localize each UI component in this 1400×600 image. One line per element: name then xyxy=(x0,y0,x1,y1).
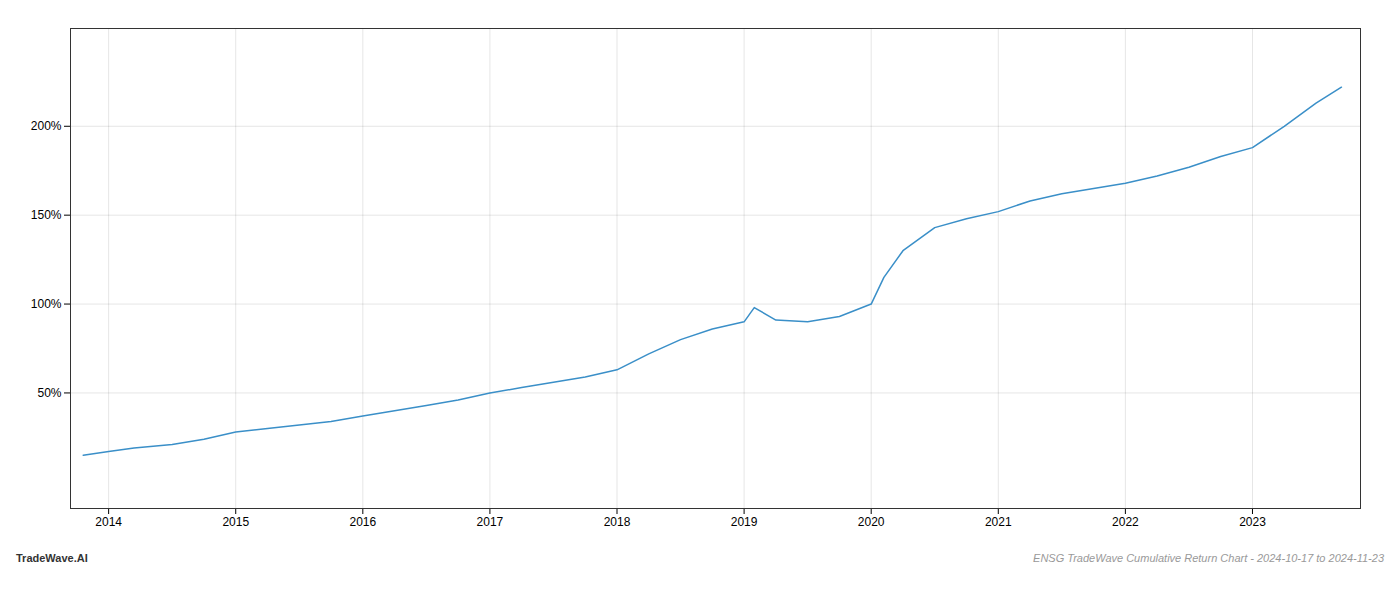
svg-text:50%: 50% xyxy=(37,386,61,400)
html-text:ENSG TradeWave Cumulative Retu: ENSG TradeWave Cumulative Return Chart -… xyxy=(1033,552,1384,564)
svg-text:2022: 2022 xyxy=(1112,515,1139,529)
svg-text:2014: 2014 xyxy=(95,515,122,529)
svg-text:2020: 2020 xyxy=(858,515,885,529)
svg-text:2017: 2017 xyxy=(477,515,504,529)
html-text:TradeWave.AI: TradeWave.AI xyxy=(16,552,88,564)
svg-text:2018: 2018 xyxy=(604,515,631,529)
svg-text:100%: 100% xyxy=(31,297,62,311)
svg-text:150%: 150% xyxy=(31,208,62,222)
svg-text:200%: 200% xyxy=(31,119,62,133)
svg-text:2021: 2021 xyxy=(985,515,1012,529)
svg-text:2019: 2019 xyxy=(731,515,758,529)
svg-text:2016: 2016 xyxy=(349,515,376,529)
svg-text:2015: 2015 xyxy=(222,515,249,529)
svg-text:2023: 2023 xyxy=(1239,515,1266,529)
